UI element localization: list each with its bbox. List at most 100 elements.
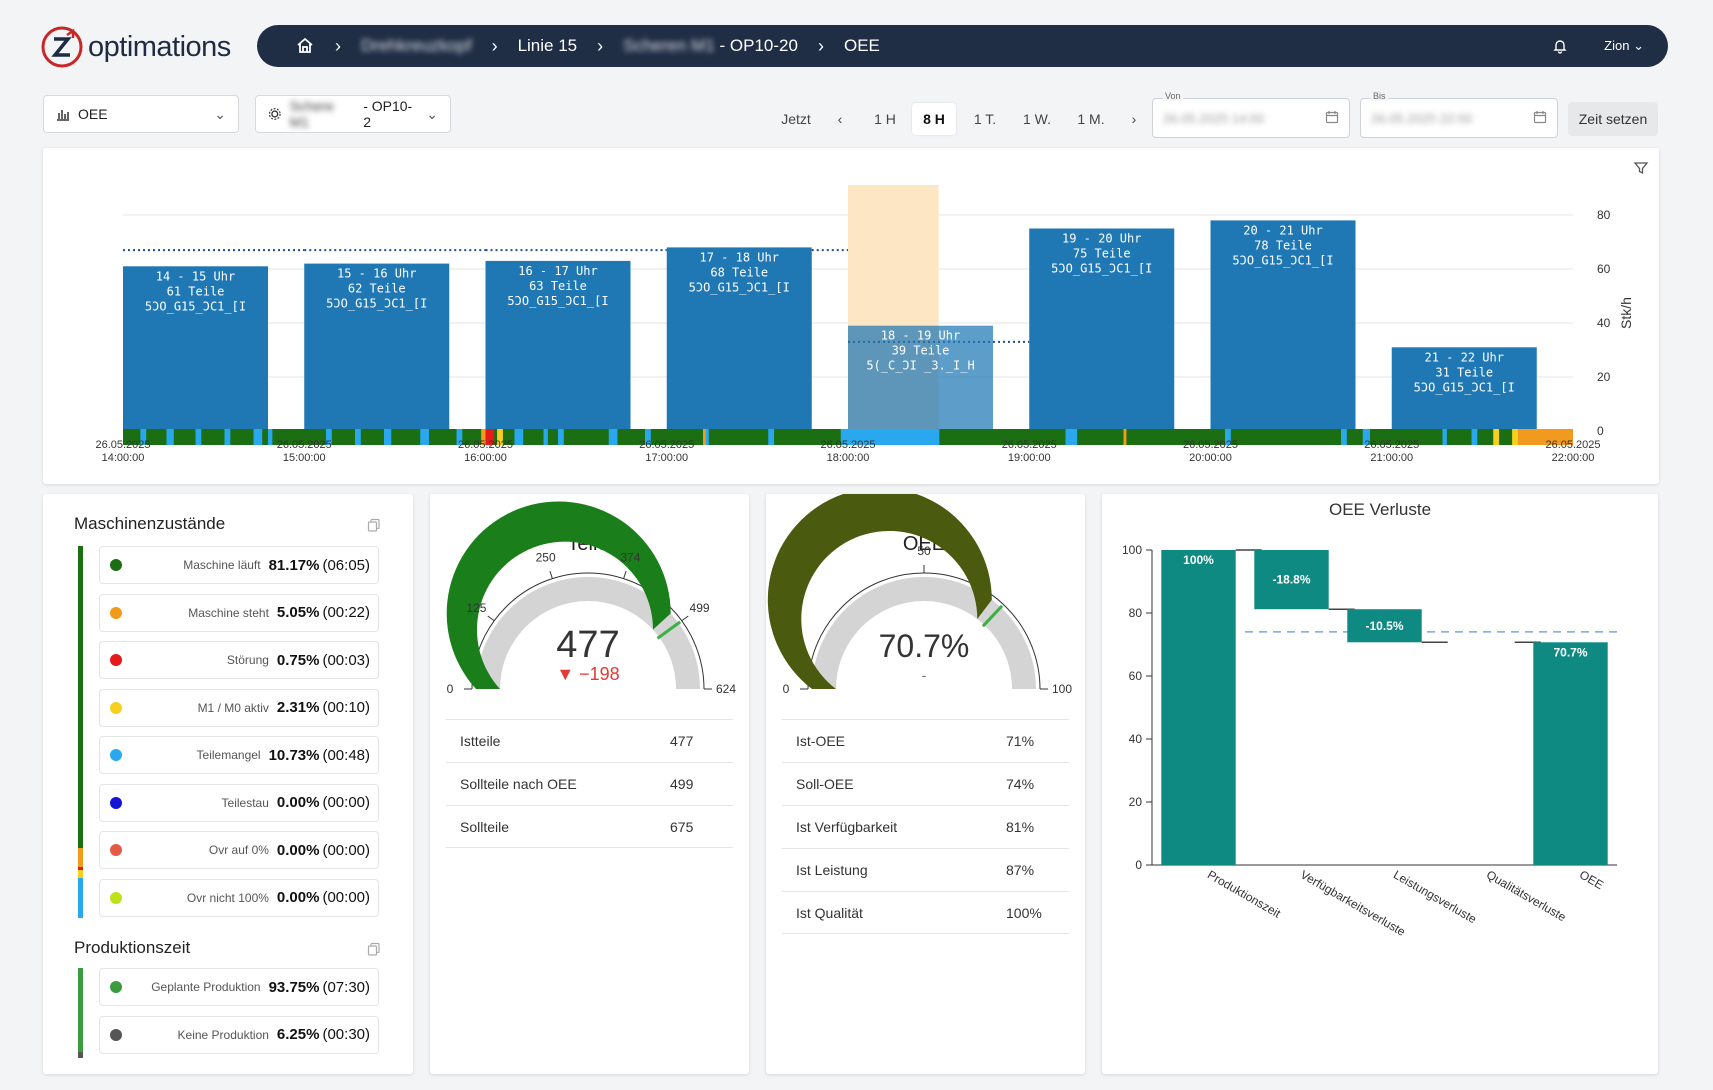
bell-icon[interactable] [1552,38,1568,54]
state-row[interactable]: Maschine läuft 81.17% (06:05) [99,546,379,584]
filter-icon[interactable] [1633,160,1649,176]
set-time-button[interactable]: Zeit setzen [1568,102,1658,136]
range-1h[interactable]: 1 H [874,111,896,127]
waterfall-bar [1347,609,1422,643]
state-duration: (00:10) [322,699,370,716]
gauge-tick-label: 100 [1052,682,1072,696]
breadcrumb: › Drehkreuzkopf › Linie 15 › Scheren M1 … [295,25,880,67]
state-row[interactable]: Maschine steht 5.05% (00:22) [99,593,379,632]
chevron-down-icon: ⌄ [214,105,226,122]
bar-label: 5ƆO_G15_ƆC1_[I [1232,253,1333,267]
state-percent: 81.17% [268,556,320,574]
range-8h[interactable]: 8 H [912,103,956,135]
state-strip-segment [166,429,174,445]
range-1w[interactable]: 1 W. [1022,111,1051,127]
state-strip-segment [140,429,147,445]
state-bar-segment [78,866,83,870]
table-row-label: Ist Qualität [796,905,863,921]
state-duration: (00:00) [322,794,370,811]
y-tick-label: 100 [1122,543,1142,557]
von-date-field[interactable]: Von 26.05.2025 14:00 [1152,91,1350,138]
bar-label: 16 - 17 Uhr [518,264,597,278]
chevron-down-icon: ⌄ [426,105,438,122]
state-label: Maschine läuft [183,558,261,572]
state-row[interactable]: Störung 0.75% (00:03) [99,641,379,679]
gauge-value-arc [767,494,992,689]
state-row[interactable]: Teilemangel 10.73% (00:48) [99,736,379,774]
state-strip-segment [497,429,503,445]
table-row: Ist Verfügbarkeit 81% [782,805,1069,848]
bar [1391,347,1537,431]
bar-label: 62 Teile [348,282,406,296]
chevron-right-icon: › [817,35,824,56]
breadcrumb-plant[interactable]: Drehkreuzkopf [361,36,472,55]
state-label: Geplante Produktion [151,980,261,994]
breadcrumb-machine[interactable]: Scheren M1 - OP10-20 [623,36,798,56]
metric-select-value: OEE [78,106,108,122]
state-strip-segment [1123,429,1127,445]
user-menu[interactable]: Zion ⌄ [1604,38,1644,54]
bar-label: 5(_C_ƆI _3._I_H [866,359,974,373]
state-row[interactable]: M1 / M0 aktiv 2.31% (00:10) [99,688,379,727]
x-tick-time: 19:00:00 [1008,452,1051,464]
range-prev-icon[interactable]: ‹ [837,111,843,127]
waterfall-bar [1254,550,1329,610]
x-tick-date: 26.05.2025 [277,439,332,451]
optimations-logo-icon [41,26,83,68]
gauge-subvalue: - [922,667,927,683]
range-1t[interactable]: 1 T. [973,111,997,127]
bar-label: 61 Teile [167,284,225,298]
bar-label: 5ƆO_G15_ƆC1_[I [145,299,246,313]
state-duration: (07:30) [322,978,370,996]
table-row-label: Ist Leistung [796,862,868,878]
machine-select-blurred: Schere M1 [289,98,334,130]
state-bar-segment [78,878,83,918]
range-1m[interactable]: 1 M. [1077,111,1105,127]
production-time-bar [78,968,83,1058]
chevron-right-icon: › [335,35,341,56]
state-strip-segment [1517,429,1573,445]
state-strip-segment [485,429,495,445]
gauge-value: 70.7% [879,628,970,664]
copy-icon[interactable] [367,518,381,532]
metric-select[interactable]: OEE ⌄ [43,95,239,133]
table-row-label: Sollteile nach OEE [460,776,577,792]
state-row[interactable]: Ovr auf 0% 0.00% (00:00) [99,831,379,869]
bar [485,260,631,431]
breadcrumb-machine-blurred: Scheren M1 [623,36,715,55]
gauge-track [476,577,700,689]
state-strip-segment [558,429,564,445]
gauge-value: 477 [556,624,619,666]
x-tick-date: 26.05.2025 [639,439,694,451]
calendar-icon[interactable] [1325,110,1339,124]
gauge-tick [487,615,495,622]
x-category-label: Produktionszeit [1205,867,1284,920]
state-row[interactable]: Geplante Produktion 93.75% (07:30) [99,968,379,1006]
copy-icon[interactable] [367,942,381,956]
gauge-frame [807,572,1041,690]
gauge-delta: ▼ −198 [556,664,619,684]
table-row: Istteile 477 [446,719,733,762]
state-strip-segment [543,429,548,445]
state-percent: 2.31% [276,699,320,716]
machine-select[interactable]: Schere M1 - OP10-2 ⌄ [255,95,451,133]
home-icon[interactable] [295,36,315,56]
jetzt-button[interactable]: Jetzt [781,111,811,127]
state-color-dot [110,891,122,904]
von-label: Von [1163,91,1183,101]
state-color-dot [110,701,122,714]
breadcrumb-line[interactable]: Linie 15 [517,36,578,55]
calendar-icon[interactable] [1533,110,1547,124]
state-row[interactable]: Ovr nicht 100% 0.00% (00:00) [99,878,379,917]
state-percent: 5.05% [276,604,320,621]
state-row[interactable]: Keine Produktion 6.25% (00:30) [99,1015,379,1054]
bis-date-field[interactable]: Bis 26.05.2025 22:00 [1360,91,1558,138]
range-next-icon[interactable]: › [1131,111,1137,127]
state-duration: (00:30) [322,1026,370,1043]
brand-logo[interactable]: optimations [40,24,231,70]
chevron-right-icon: › [597,35,604,56]
gauge-tick-label: 0 [783,682,790,696]
state-row[interactable]: Teilestau 0.00% (00:00) [99,783,379,822]
y-tick-label: 60 [1129,669,1143,683]
table-row: Ist-OEE 71% [782,719,1069,762]
